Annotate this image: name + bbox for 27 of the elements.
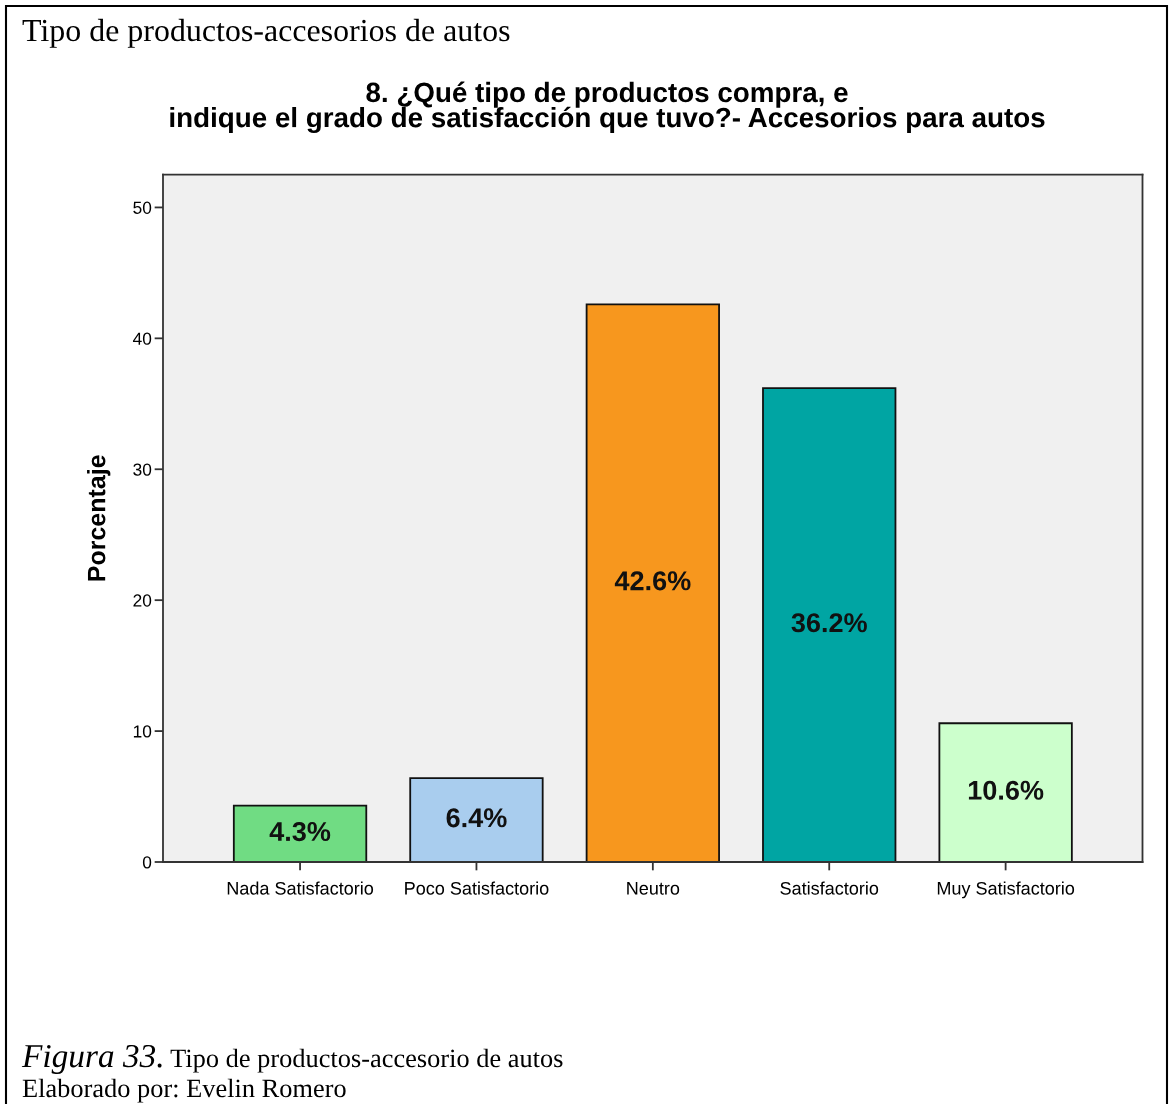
x-tick-label: Muy Satisfactorio	[937, 881, 1075, 899]
bar	[409, 777, 544, 862]
y-axis-title: Porcentaje	[87, 455, 111, 581]
bar	[938, 722, 1073, 862]
data-label: 4.3%	[269, 821, 331, 842]
text: Elaborado por: Evelin Romero	[22, 1078, 346, 1103]
chart-title: 8. ¿Qué tipo de productos compra, e indique el grado de satisfacción que tuvo?- Accesorios para autos	[170, 81, 1045, 133]
x-tick-label: Poco Satisfactorio	[405, 881, 549, 895]
x-tick-label: Neutro	[627, 882, 680, 895]
text: Figura 33.	[21, 1044, 162, 1075]
y-tick-label: 20	[133, 594, 152, 607]
data-label: 42.6%	[614, 571, 691, 591]
y-tick-label: 50	[133, 201, 152, 214]
data-label: 6.4%	[446, 808, 507, 828]
bar	[232, 804, 368, 862]
data-label: 36.2%	[791, 613, 867, 633]
y-tick-label: 0	[142, 856, 152, 869]
y-tick-label: 10	[133, 725, 152, 738]
x-tick-label: Satisfactorio	[780, 881, 879, 895]
text: Tipo de productos-accesorios de autos	[22, 18, 510, 48]
y-tick-label: 40	[132, 332, 152, 345]
bar	[762, 387, 897, 862]
x-tick-label: Nada Satisfactorio	[227, 881, 374, 895]
y-tick-label: 30	[133, 463, 152, 476]
text: Tipo de productos-accesorio de autos	[170, 1048, 563, 1073]
bar	[585, 303, 720, 862]
data-label: 10.6%	[968, 780, 1044, 800]
